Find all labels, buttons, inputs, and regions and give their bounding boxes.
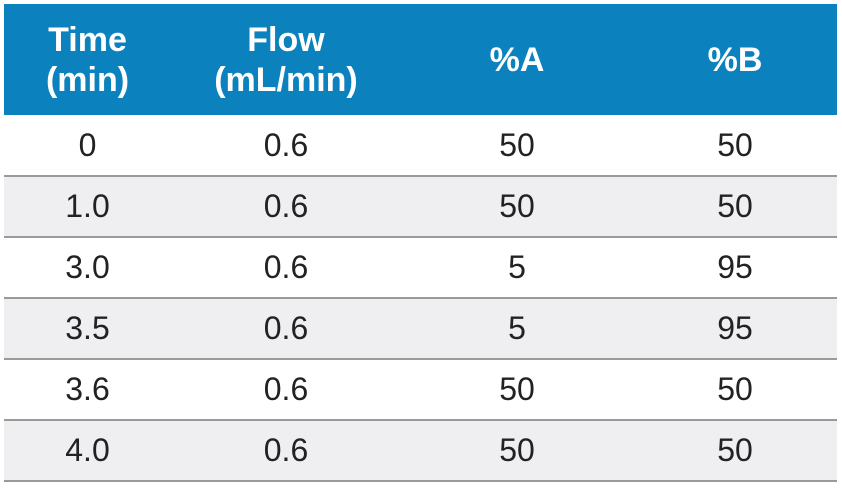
header-time-unit: (min)	[45, 60, 130, 99]
table-row: 3.0 0.6 5 95	[4, 237, 837, 298]
header-percent-a: %A	[401, 4, 633, 115]
cell-percent-a: 50	[499, 126, 535, 163]
cell-percent-b: 95	[717, 249, 753, 285]
cell-percent-a: 50	[499, 432, 535, 468]
cell-percent-a: 5	[508, 249, 526, 285]
header-flow: Flow (mL/min)	[171, 4, 401, 115]
header-percent-a-label: %A	[489, 40, 545, 79]
header-flow-label: Flow	[247, 20, 325, 59]
cell-percent-a: 50	[499, 371, 535, 407]
cell-time: 1.0	[65, 188, 110, 224]
cell-time: 4.0	[65, 432, 110, 468]
header-row: Time (min) Flow (mL/min) %A %B	[4, 4, 837, 115]
cell-flow: 0.6	[263, 249, 309, 285]
table-header: Time (min) Flow (mL/min) %A %B	[4, 4, 837, 115]
table-row: 3.5 0.6 5 95	[4, 298, 837, 359]
cell-percent-a: 50	[499, 188, 535, 224]
table-row: 3.6 0.6 50 50	[4, 359, 837, 420]
gradient-table: Time (min) Flow (mL/min) %A %B 0 0.6 50 …	[4, 4, 837, 482]
cell-percent-b: 50	[717, 126, 753, 163]
header-time-label: Time	[48, 20, 127, 59]
header-flow-unit: (mL/min)	[214, 60, 358, 99]
cell-percent-b: 50	[717, 188, 753, 224]
cell-time: 0	[78, 126, 97, 163]
table-body: 0 0.6 50 50 1.0 0.6 50 50 3.0 0.6 5 95 3…	[4, 115, 837, 481]
cell-time: 3.0	[65, 249, 110, 285]
cell-flow: 0.6	[263, 371, 309, 407]
header-percent-b: %B	[633, 4, 837, 115]
table-row: 4.0 0.6 50 50	[4, 420, 837, 481]
cell-percent-b: 95	[717, 310, 753, 346]
cell-time: 3.5	[65, 310, 110, 346]
cell-time: 3.6	[65, 371, 110, 407]
cell-percent-a: 5	[508, 310, 526, 346]
header-time: Time (min)	[4, 4, 171, 115]
cell-percent-b: 50	[717, 371, 753, 407]
cell-flow: 0.6	[263, 310, 309, 346]
table-row: 0 0.6 50 50	[4, 115, 837, 176]
header-percent-b-label: %B	[707, 40, 763, 79]
cell-flow: 0.6	[263, 432, 309, 468]
table-row: 1.0 0.6 50 50	[4, 176, 837, 237]
cell-percent-b: 50	[717, 432, 753, 468]
cell-flow: 0.6	[263, 126, 309, 163]
cell-flow: 0.6	[263, 188, 309, 224]
